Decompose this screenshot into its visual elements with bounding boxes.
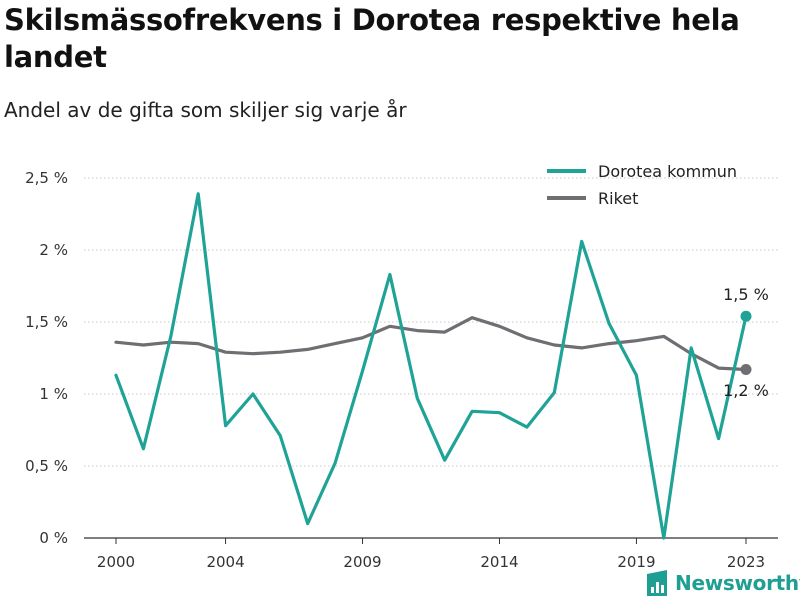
x-tick-label: 2019 [617, 553, 655, 571]
x-tick-label: 2004 [206, 553, 244, 571]
y-tick-label: 1 % [39, 385, 68, 403]
y-tick-label: 1,5 % [25, 313, 68, 331]
y-tick-label: 0 % [39, 529, 68, 547]
brand-name: Newsworthy [675, 571, 800, 595]
bar-chart-logo-icon [647, 570, 667, 596]
y-tick-label: 0,5 % [25, 457, 68, 475]
gridlines [84, 177, 778, 467]
legend-label: Dorotea kommun [598, 162, 737, 181]
y-tick-label: 2 % [39, 241, 68, 259]
end-point-marker [740, 310, 752, 322]
brand-logo: Newsworthy [645, 568, 800, 598]
series-line-1 [114, 316, 748, 372]
x-tick-label: 2009 [343, 553, 381, 571]
series-line-0 [114, 192, 748, 540]
chart-subtitle: Andel av de gifta som skiljer sig varje … [4, 98, 407, 122]
y-tick-label: 2,5 % [25, 169, 68, 187]
y-axis: 0 % 0,5 % 1 % 1,5 % 2 % 2,5 % [25, 169, 778, 547]
chart-title: Skilsmässofrekvens i Dorotea respektive … [4, 3, 740, 74]
legend: Dorotea kommun Riket [547, 162, 737, 208]
x-axis: 2000 2004 2009 2014 2019 2023 [97, 538, 765, 571]
end-label-dorotea: 1,5 % [723, 285, 769, 304]
end-label-riket: 1,2 % [723, 381, 769, 400]
series-lines: 1,5 % 1,2 % [114, 192, 769, 540]
end-point-marker [740, 364, 752, 376]
legend-label: Riket [598, 189, 638, 208]
x-tick-label: 2023 [727, 553, 765, 571]
x-tick-label: 2000 [97, 553, 135, 571]
x-tick-label: 2014 [480, 553, 518, 571]
